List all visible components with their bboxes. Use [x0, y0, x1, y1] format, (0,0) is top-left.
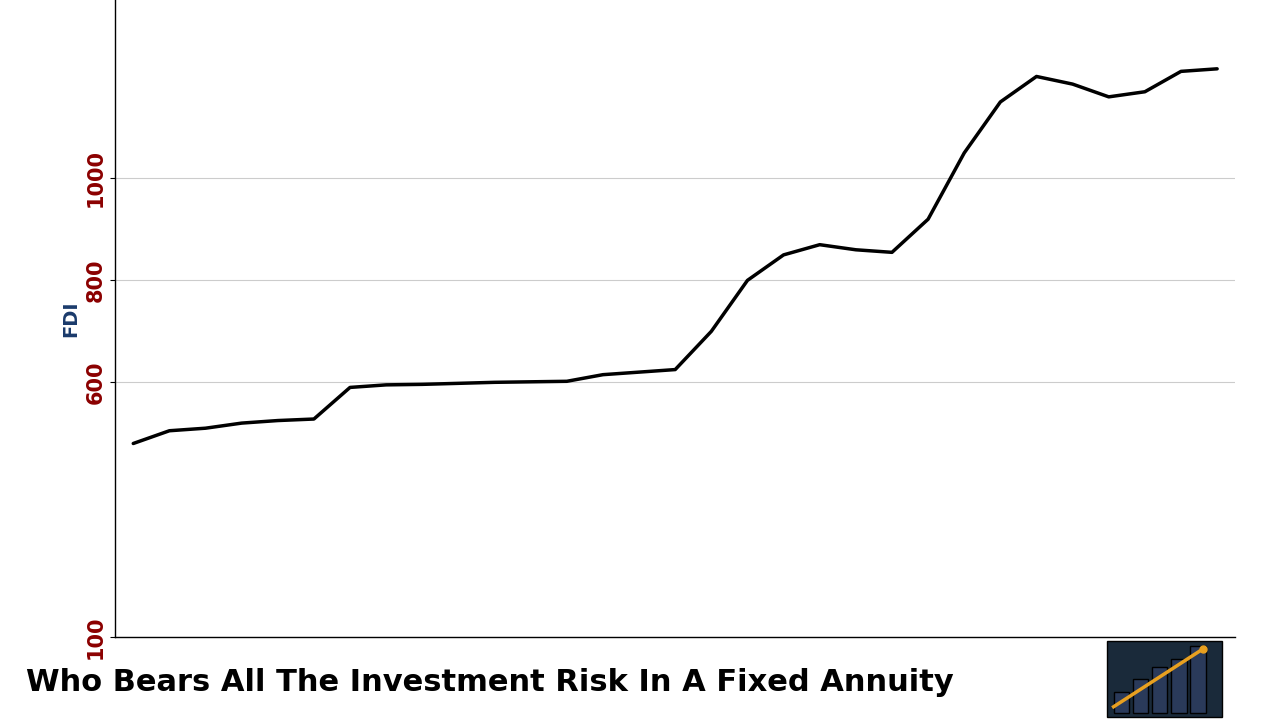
Text: Who Bears All The Investment Risk In A Fixed Annuity: Who Bears All The Investment Risk In A F…	[26, 668, 954, 697]
FancyBboxPatch shape	[1114, 692, 1129, 713]
FancyBboxPatch shape	[1171, 659, 1187, 713]
FancyBboxPatch shape	[1190, 647, 1206, 713]
FancyBboxPatch shape	[1152, 667, 1167, 713]
Y-axis label: FDI: FDI	[61, 300, 79, 337]
FancyBboxPatch shape	[1107, 641, 1222, 716]
FancyBboxPatch shape	[1133, 680, 1148, 713]
